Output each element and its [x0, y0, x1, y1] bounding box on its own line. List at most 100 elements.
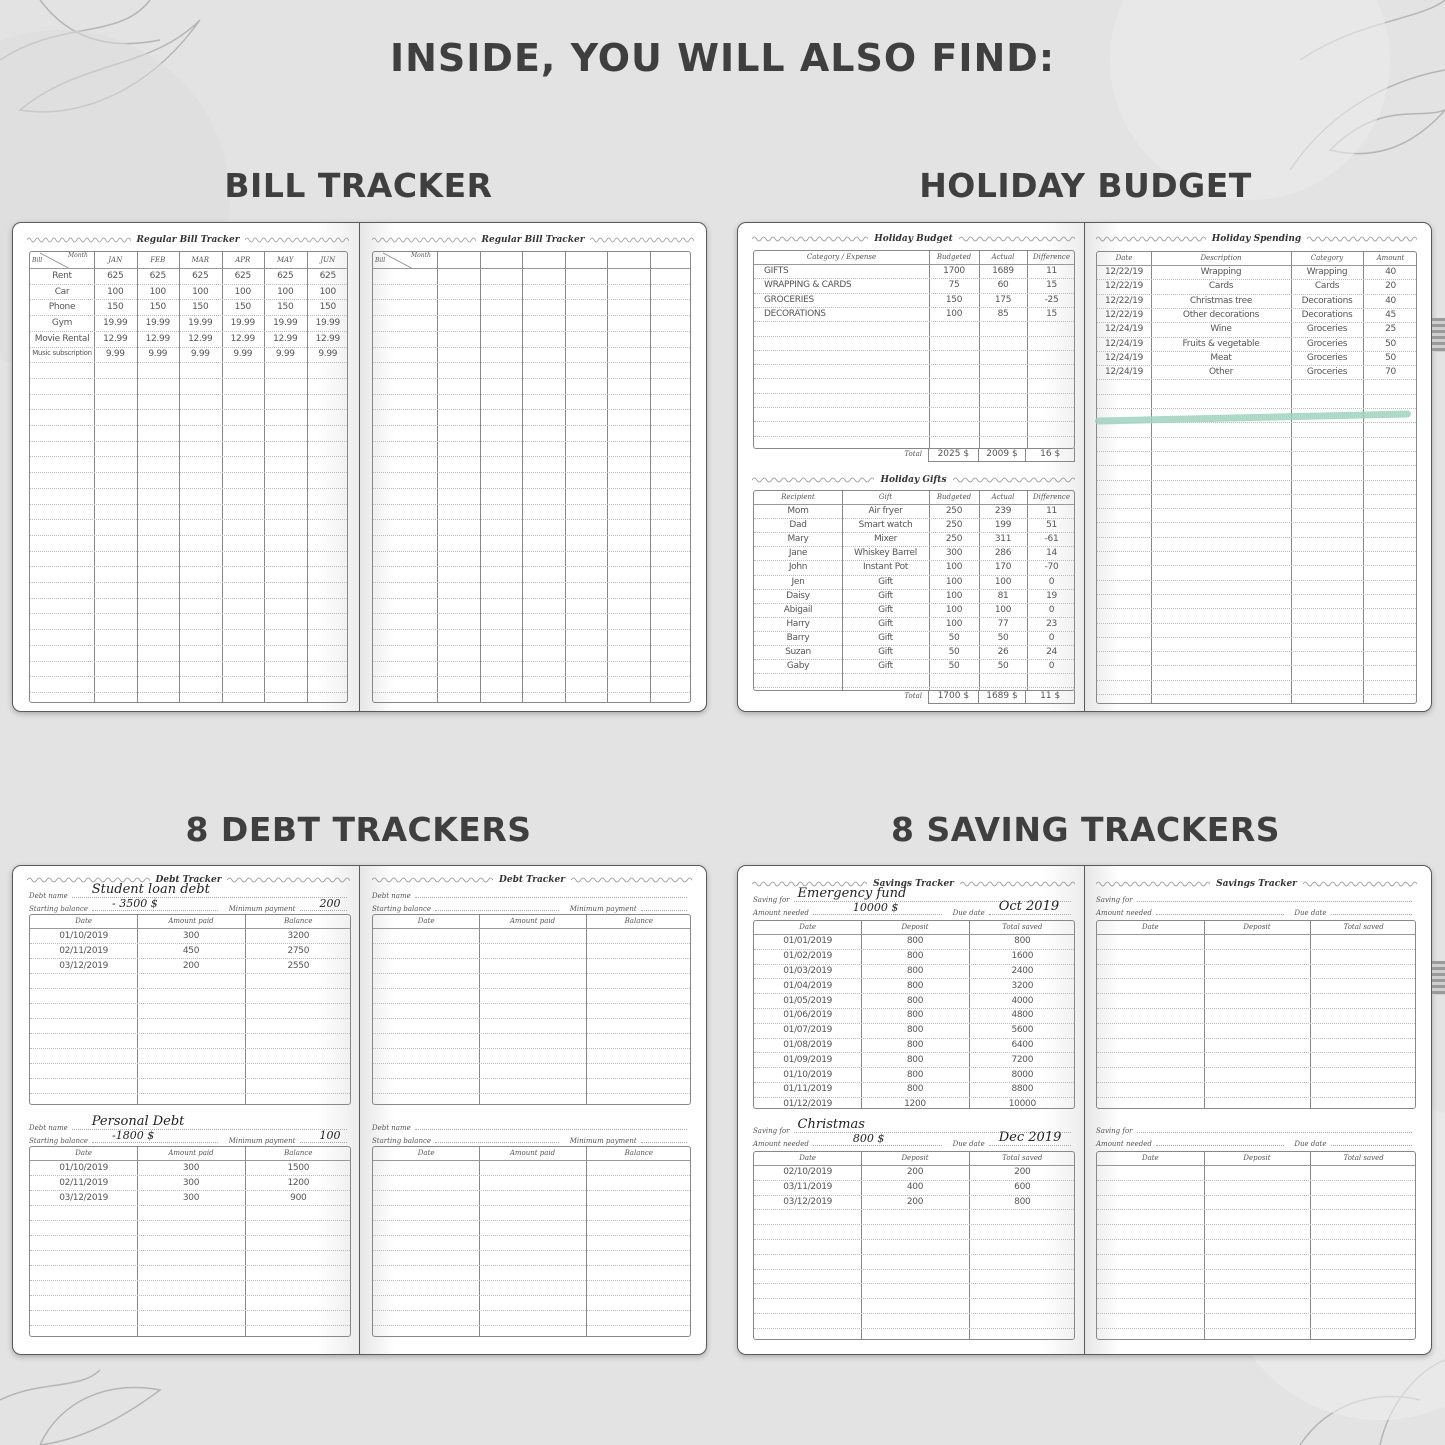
table-cell: Daisy: [786, 590, 810, 601]
debt-table: Date Amount paid Balance 01/10/2019 300 3200 0…: [29, 914, 351, 1105]
table-cell: Jane: [788, 548, 808, 559]
form-field: Starting balance -1800 $: [29, 1129, 222, 1145]
header-divider: [1097, 265, 1416, 266]
row-line: [1097, 963, 1415, 965]
row-line: [30, 1190, 350, 1191]
row-line: [1097, 1008, 1415, 1009]
row-line: [754, 645, 1074, 646]
column-header: JUN: [320, 255, 336, 264]
row-line: [373, 566, 690, 568]
savings-table: Date Deposit Total saved 02/10/2019 200 200 03…: [753, 1151, 1075, 1340]
table-cell: 250: [945, 534, 963, 545]
table-cell: 4800: [1011, 1010, 1034, 1021]
column-header: Date: [1141, 923, 1159, 931]
field-line: 100: [299, 1129, 347, 1143]
table-cell: 900: [290, 1192, 307, 1203]
row-line: [754, 1283, 1074, 1285]
table-cell: 199: [994, 520, 1012, 531]
table-cell: 150: [277, 302, 294, 313]
total-value: 2025 $: [937, 449, 970, 459]
row-line: [30, 1235, 350, 1236]
row-line: [754, 1067, 1074, 1069]
table-cell: 03/12/2019: [59, 960, 109, 971]
table-cell: WRAPPING & CARDS: [764, 280, 852, 291]
row-line: [754, 321, 1074, 323]
table-cell: 9.99: [105, 349, 125, 360]
row-line: [373, 283, 690, 285]
table-cell: Cards: [1208, 281, 1234, 292]
row-line: [754, 993, 1074, 995]
table-cell: 51: [1046, 520, 1057, 531]
column-divider: [1310, 1152, 1312, 1339]
wavy-divider: [1307, 235, 1417, 243]
table-cell: 100: [234, 286, 252, 297]
column-divider: [479, 915, 481, 1104]
table-cell: 400: [906, 1182, 924, 1193]
table-cell: Other: [1208, 367, 1234, 378]
header-divider: [30, 1160, 350, 1161]
table-cell: 1689: [992, 266, 1014, 277]
row-line: [373, 582, 690, 583]
row-line: [373, 519, 690, 521]
table-cell: 26: [997, 647, 1009, 658]
table-cell: 85: [997, 309, 1009, 320]
field-label: Starting balance: [372, 905, 432, 913]
table-cell: 9.99: [148, 349, 168, 360]
table-cell: Gift: [878, 618, 893, 629]
row-line: [1097, 636, 1416, 638]
table-cell: 800: [906, 1025, 924, 1036]
table-cell: 2400: [1011, 966, 1034, 976]
table-cell: Jen: [791, 576, 805, 587]
column-divider: [437, 252, 438, 702]
table-cell: 100: [945, 576, 963, 587]
savings-tracker-right-page: Savings Tracker Saving for Amount needed Du…: [1085, 866, 1431, 1354]
row-line: [30, 1280, 350, 1281]
form-field: Amount needed 10000 $: [753, 901, 946, 917]
column-divider: [968, 1152, 970, 1339]
table-cell: 300: [182, 1162, 200, 1173]
table-cell: 81: [997, 590, 1009, 601]
column-divider: [1027, 251, 1028, 448]
field-value: 100: [319, 1129, 341, 1142]
column-divider: [306, 252, 308, 702]
table-cell: 15: [1046, 280, 1057, 291]
table-cell: Groceries: [1306, 324, 1348, 335]
row-line: [754, 546, 1074, 548]
field-label: Saving for: [753, 896, 790, 904]
row-line: [1097, 1022, 1415, 1024]
row-line: [30, 676, 347, 678]
row-line: [373, 1280, 690, 1281]
form-field: Starting balance: [372, 901, 563, 913]
row-line: [754, 602, 1074, 604]
table-cell: 100: [149, 286, 167, 297]
field-value: 10000 $: [852, 901, 899, 914]
row-line: [373, 1018, 690, 1019]
table-cell: Gift: [878, 590, 893, 601]
table-cell: 250: [945, 506, 963, 517]
table-cell: Gaby: [786, 661, 810, 672]
table-cell: 5600: [1011, 1025, 1034, 1036]
row-line: [1097, 1313, 1415, 1314]
row-line: [30, 1003, 350, 1004]
header-divider: [373, 1160, 690, 1161]
field-label: Amount needed: [753, 909, 809, 917]
table-cell: Groceries: [1306, 352, 1348, 363]
table-cell: 01/09/2019: [783, 1054, 833, 1065]
row-line: [1097, 651, 1416, 653]
table-cell: Abigail: [783, 604, 813, 615]
field-value: 200: [319, 897, 341, 910]
row-line: [1097, 551, 1416, 552]
table-cell: 9.99: [275, 349, 295, 360]
field-line: -1800 $: [92, 1129, 219, 1143]
field-value: - 3500 $: [112, 897, 158, 910]
table-cell: 150: [234, 302, 252, 313]
form-field: Minimum payment: [570, 1133, 691, 1145]
row-line: [30, 362, 347, 364]
table-cell: Car: [54, 286, 70, 297]
table-cell: 150: [192, 302, 209, 313]
table-cell: Wrapping: [1306, 267, 1348, 278]
table-cell: 7200: [1011, 1054, 1034, 1065]
table-cell: 11: [1046, 266, 1057, 277]
row-line: [373, 958, 690, 959]
row-line: [1097, 579, 1416, 581]
